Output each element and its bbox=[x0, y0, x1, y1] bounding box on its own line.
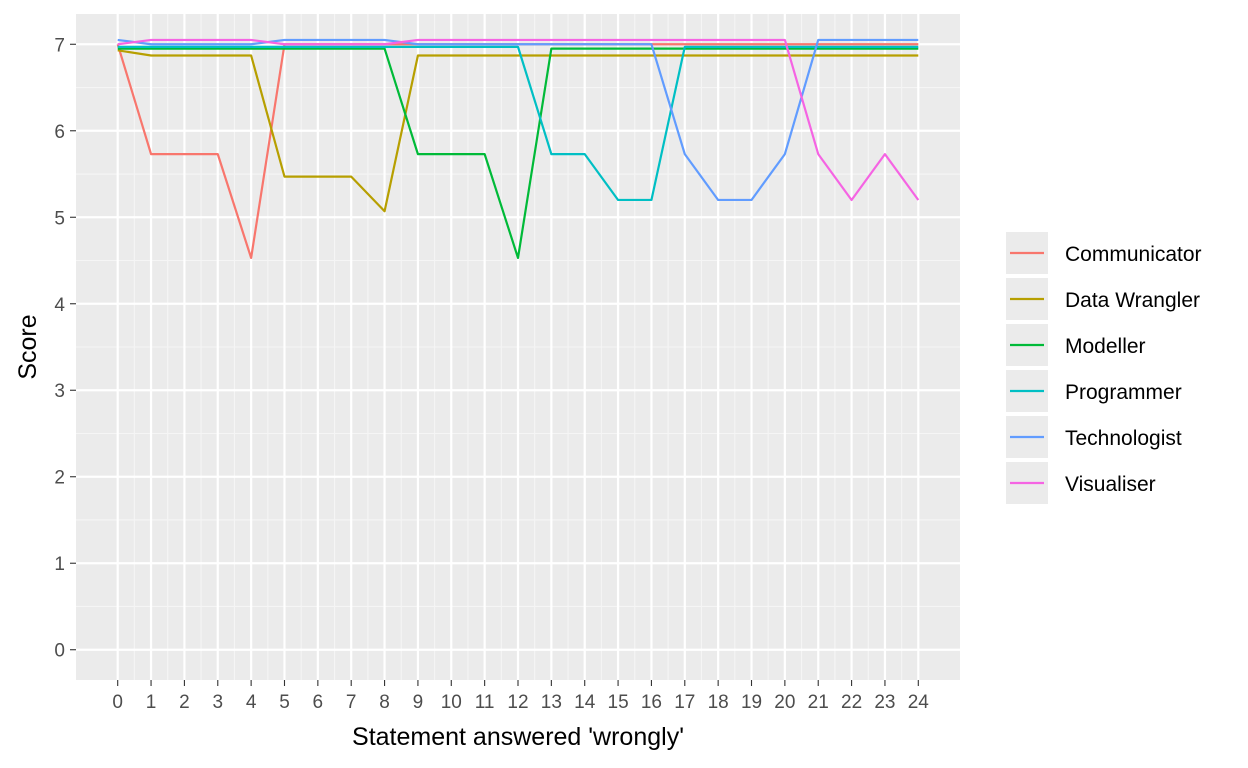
legend-label: Communicator bbox=[1065, 243, 1202, 266]
grid-minor bbox=[76, 14, 960, 680]
x-axis: 0 1 2 3 4 5 6 7 8 9 10 11 12 13 14 15 16 17 18 19 20 21 22 23 24 bbox=[112, 680, 929, 713]
x-tick-label: 21 bbox=[808, 692, 829, 713]
legend-label: Programmer bbox=[1065, 381, 1182, 404]
x-tick-label: 5 bbox=[279, 692, 290, 713]
series-line bbox=[117, 47, 919, 260]
y-tick-label: 5 bbox=[54, 208, 65, 229]
x-tick-label: 16 bbox=[641, 692, 662, 713]
x-tick-label: 15 bbox=[608, 692, 629, 713]
series-line bbox=[117, 38, 919, 202]
y-tick-label: 2 bbox=[54, 468, 65, 489]
y-tick-label: 3 bbox=[54, 381, 65, 402]
legend-item: Modeller bbox=[1006, 324, 1146, 366]
legend-item: Data Wrangler bbox=[1006, 278, 1200, 320]
x-tick-label: 10 bbox=[441, 692, 462, 713]
legend-label: Technologist bbox=[1065, 427, 1182, 450]
legend-label: Modeller bbox=[1065, 335, 1146, 358]
x-tick-label: 14 bbox=[574, 692, 596, 713]
y-tick-label: 7 bbox=[54, 35, 65, 56]
y-axis: 0 1 2 3 4 5 6 7 bbox=[54, 35, 76, 662]
legend-label: Visualiser bbox=[1065, 473, 1156, 496]
series-line bbox=[117, 49, 919, 213]
x-tick-label: 9 bbox=[413, 692, 424, 713]
x-tick-label: 18 bbox=[708, 692, 729, 713]
x-tick-label: 1 bbox=[146, 692, 157, 713]
y-tick-label: 6 bbox=[54, 122, 65, 143]
legend: Communicator Data Wrangler Modeller Program… bbox=[1006, 232, 1202, 504]
legend-item: Programmer bbox=[1006, 370, 1182, 412]
x-tick-label: 22 bbox=[841, 692, 862, 713]
x-tick-label: 0 bbox=[112, 692, 123, 713]
x-tick-label: 19 bbox=[741, 692, 762, 713]
legend-item: Technologist bbox=[1006, 416, 1182, 458]
y-tick-label: 0 bbox=[54, 641, 65, 662]
series-lines bbox=[116, 38, 920, 260]
x-tick-label: 13 bbox=[541, 692, 562, 713]
x-tick-label: 6 bbox=[313, 692, 324, 713]
y-axis-title: Score bbox=[14, 314, 42, 379]
x-tick-label: 2 bbox=[179, 692, 190, 713]
series-line bbox=[117, 45, 919, 202]
legend-item: Communicator bbox=[1006, 232, 1202, 274]
series-line bbox=[117, 38, 920, 202]
x-axis-title: Statement answered 'wrongly' bbox=[352, 723, 684, 751]
x-tick-label: 7 bbox=[346, 692, 357, 713]
x-tick-label: 4 bbox=[246, 692, 257, 713]
x-tick-label: 20 bbox=[774, 692, 795, 713]
y-tick-label: 1 bbox=[54, 554, 65, 575]
x-tick-label: 3 bbox=[212, 692, 223, 713]
x-tick-label: 24 bbox=[908, 692, 930, 713]
x-tick-label: 11 bbox=[475, 692, 495, 713]
x-tick-label: 12 bbox=[507, 692, 528, 713]
legend-item: Visualiser bbox=[1006, 462, 1156, 504]
legend-label: Data Wrangler bbox=[1065, 289, 1200, 312]
x-tick-label: 23 bbox=[874, 692, 895, 713]
x-tick-label: 8 bbox=[379, 692, 390, 713]
x-tick-label: 17 bbox=[674, 692, 695, 713]
y-tick-label: 4 bbox=[54, 295, 65, 316]
